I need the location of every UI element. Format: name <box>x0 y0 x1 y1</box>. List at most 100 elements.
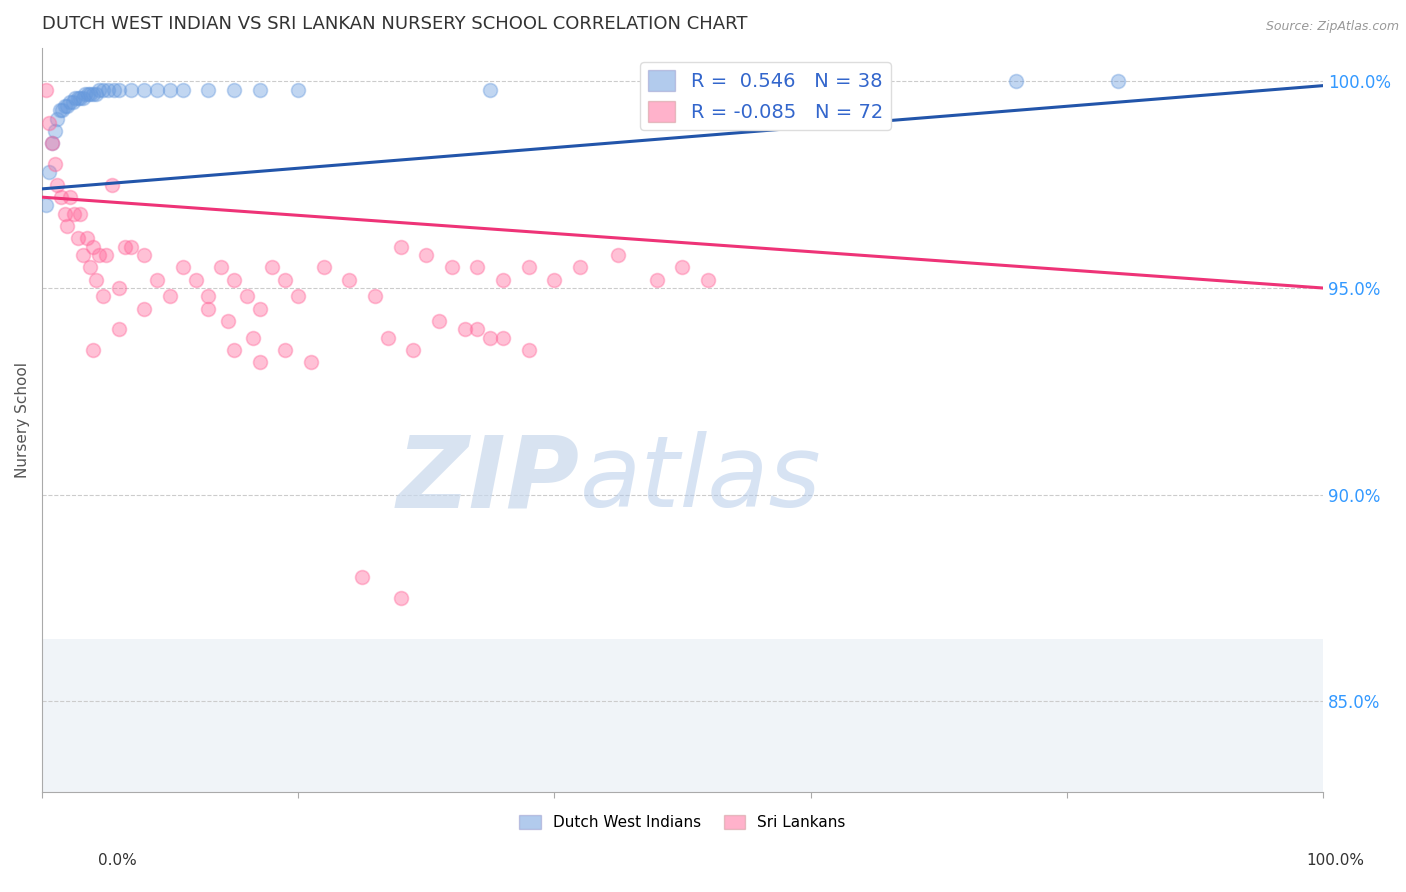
Point <box>479 330 502 344</box>
Point <box>427 314 450 328</box>
Point <box>415 248 437 262</box>
Point <box>1004 74 1026 88</box>
Point <box>543 273 565 287</box>
Point <box>41 136 63 151</box>
Point <box>645 273 668 287</box>
Point <box>377 330 399 344</box>
Point <box>48 103 70 118</box>
Point <box>84 273 107 287</box>
Point <box>389 591 412 605</box>
Point <box>46 178 69 192</box>
Point <box>101 178 124 192</box>
Point <box>121 83 143 97</box>
Point <box>82 240 104 254</box>
Bar <box>42 640 1323 792</box>
Point <box>479 83 502 97</box>
Point <box>66 231 89 245</box>
Point <box>242 330 264 344</box>
Y-axis label: Nursery School: Nursery School <box>15 362 30 478</box>
Point <box>287 83 309 97</box>
Point <box>222 343 245 357</box>
Point <box>146 83 169 97</box>
Point <box>287 289 309 303</box>
Point <box>107 83 129 97</box>
Point <box>453 322 475 336</box>
Point <box>103 83 125 97</box>
Point <box>134 248 156 262</box>
Point <box>492 273 515 287</box>
Point <box>222 273 245 287</box>
Point <box>56 219 79 233</box>
Point <box>134 83 156 97</box>
Point <box>51 103 73 118</box>
Point <box>79 87 101 101</box>
Point <box>197 289 219 303</box>
Point <box>56 99 79 113</box>
Text: Source: ZipAtlas.com: Source: ZipAtlas.com <box>1265 20 1399 33</box>
Point <box>671 260 693 275</box>
Point <box>38 165 60 179</box>
Point <box>34 198 56 212</box>
Point <box>440 260 463 275</box>
Point <box>69 91 91 105</box>
Text: ZIP: ZIP <box>396 431 579 528</box>
Point <box>217 314 239 328</box>
Point <box>568 260 591 275</box>
Point <box>159 289 181 303</box>
Text: atlas: atlas <box>579 431 821 528</box>
Point <box>44 124 66 138</box>
Point <box>389 240 412 254</box>
Point <box>121 240 143 254</box>
Point <box>607 248 630 262</box>
Point <box>77 87 100 101</box>
Point <box>69 207 91 221</box>
Point <box>79 260 101 275</box>
Point <box>274 273 297 287</box>
Point <box>197 301 219 316</box>
Point <box>82 87 104 101</box>
Point <box>249 355 271 369</box>
Point <box>492 330 515 344</box>
Point <box>91 83 114 97</box>
Point <box>262 260 284 275</box>
Point <box>84 87 107 101</box>
Point <box>352 570 374 584</box>
Point <box>94 248 117 262</box>
Point <box>97 83 120 97</box>
Point <box>114 240 136 254</box>
Point <box>274 343 297 357</box>
Point <box>697 273 720 287</box>
Point <box>517 343 540 357</box>
Point <box>134 301 156 316</box>
Point <box>1107 74 1129 88</box>
Point <box>402 343 425 357</box>
Point <box>197 83 219 97</box>
Point <box>75 87 97 101</box>
Point <box>236 289 259 303</box>
Point <box>312 260 335 275</box>
Point <box>53 207 76 221</box>
Point <box>146 273 169 287</box>
Point <box>59 95 82 110</box>
Text: 0.0%: 0.0% <box>98 854 138 868</box>
Point <box>159 83 181 97</box>
Point <box>38 116 60 130</box>
Point <box>44 157 66 171</box>
Point <box>72 248 94 262</box>
Point <box>517 260 540 275</box>
Point <box>76 231 98 245</box>
Point <box>66 91 89 105</box>
Point <box>46 112 69 126</box>
Point <box>299 355 322 369</box>
Point <box>249 301 271 316</box>
Point <box>62 95 84 110</box>
Point <box>34 83 56 97</box>
Point <box>89 83 111 97</box>
Point <box>107 322 129 336</box>
Point <box>107 281 129 295</box>
Point <box>63 207 86 221</box>
Point <box>41 136 63 151</box>
Point <box>53 99 76 113</box>
Point <box>89 248 111 262</box>
Point <box>59 190 82 204</box>
